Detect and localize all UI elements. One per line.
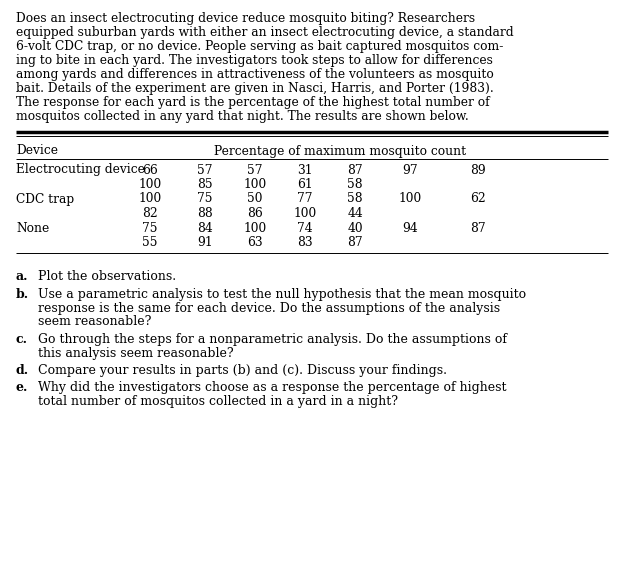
Text: 88: 88: [197, 207, 213, 220]
Text: bait. Details of the experiment are given in Nasci, Harris, and Porter (1983).: bait. Details of the experiment are give…: [16, 82, 494, 95]
Text: Why did the investigators choose as a response the percentage of highest: Why did the investigators choose as a re…: [38, 381, 506, 394]
Text: among yards and differences in attractiveness of the volunteers as mosquito: among yards and differences in attractiv…: [16, 68, 494, 81]
Text: 61: 61: [297, 178, 313, 191]
Text: 83: 83: [297, 236, 313, 249]
Text: 100: 100: [398, 193, 422, 205]
Text: 40: 40: [347, 221, 363, 235]
Text: CDC trap: CDC trap: [16, 193, 74, 205]
Text: 91: 91: [197, 236, 213, 249]
Text: 75: 75: [197, 193, 213, 205]
Text: 58: 58: [347, 178, 363, 191]
Text: 66: 66: [142, 164, 158, 177]
Text: 100: 100: [138, 178, 162, 191]
Text: 57: 57: [247, 164, 263, 177]
Text: Compare your results in parts (b) and (c). Discuss your findings.: Compare your results in parts (b) and (c…: [38, 364, 447, 377]
Text: Go through the steps for a nonparametric analysis. Do the assumptions of: Go through the steps for a nonparametric…: [38, 333, 507, 345]
Text: 87: 87: [347, 164, 363, 177]
Text: 100: 100: [294, 207, 317, 220]
Text: 84: 84: [197, 221, 213, 235]
Text: 89: 89: [470, 164, 486, 177]
Text: Does an insect electrocuting device reduce mosquito biting? Researchers: Does an insect electrocuting device redu…: [16, 12, 475, 25]
Text: 50: 50: [247, 193, 263, 205]
Text: 85: 85: [197, 178, 213, 191]
Text: 75: 75: [142, 221, 158, 235]
Text: 82: 82: [142, 207, 158, 220]
Text: 57: 57: [197, 164, 213, 177]
Text: 58: 58: [347, 193, 363, 205]
Text: Device: Device: [16, 145, 58, 157]
Text: d.: d.: [16, 364, 29, 377]
Text: e.: e.: [16, 381, 28, 394]
Text: 31: 31: [297, 164, 313, 177]
Text: 6-volt CDC trap, or no device. People serving as bait captured mosquitos com-: 6-volt CDC trap, or no device. People se…: [16, 40, 503, 53]
Text: a.: a.: [16, 271, 29, 284]
Text: 100: 100: [138, 193, 162, 205]
Text: 62: 62: [470, 193, 486, 205]
Text: Use a parametric analysis to test the null hypothesis that the mean mosquito: Use a parametric analysis to test the nu…: [38, 288, 526, 301]
Text: None: None: [16, 221, 49, 235]
Text: 63: 63: [247, 236, 263, 249]
Text: 94: 94: [402, 221, 418, 235]
Text: seem reasonable?: seem reasonable?: [38, 315, 151, 328]
Text: response is the same for each device. Do the assumptions of the analysis: response is the same for each device. Do…: [38, 301, 500, 315]
Text: this analysis seem reasonable?: this analysis seem reasonable?: [38, 347, 233, 359]
Text: 74: 74: [297, 221, 313, 235]
Text: Percentage of maximum mosquito count: Percentage of maximum mosquito count: [214, 145, 466, 157]
Text: total number of mosquitos collected in a yard in a night?: total number of mosquitos collected in a…: [38, 395, 398, 408]
Text: 100: 100: [244, 221, 267, 235]
Text: b.: b.: [16, 288, 29, 301]
Text: 87: 87: [347, 236, 363, 249]
Text: 86: 86: [247, 207, 263, 220]
Text: 55: 55: [142, 236, 158, 249]
Text: 87: 87: [470, 221, 486, 235]
Text: 44: 44: [347, 207, 363, 220]
Text: ing to bite in each yard. The investigators took steps to allow for differences: ing to bite in each yard. The investigat…: [16, 54, 493, 67]
Text: mosquitos collected in any yard that night. The results are shown below.: mosquitos collected in any yard that nig…: [16, 110, 469, 123]
Text: The response for each yard is the percentage of the highest total number of: The response for each yard is the percen…: [16, 96, 490, 109]
Text: equipped suburban yards with either an insect electrocuting device, a standard: equipped suburban yards with either an i…: [16, 26, 513, 39]
Text: 97: 97: [402, 164, 418, 177]
Text: Electrocuting device: Electrocuting device: [16, 164, 145, 177]
Text: 77: 77: [297, 193, 313, 205]
Text: 100: 100: [244, 178, 267, 191]
Text: Plot the observations.: Plot the observations.: [38, 271, 176, 284]
Text: c.: c.: [16, 333, 28, 345]
